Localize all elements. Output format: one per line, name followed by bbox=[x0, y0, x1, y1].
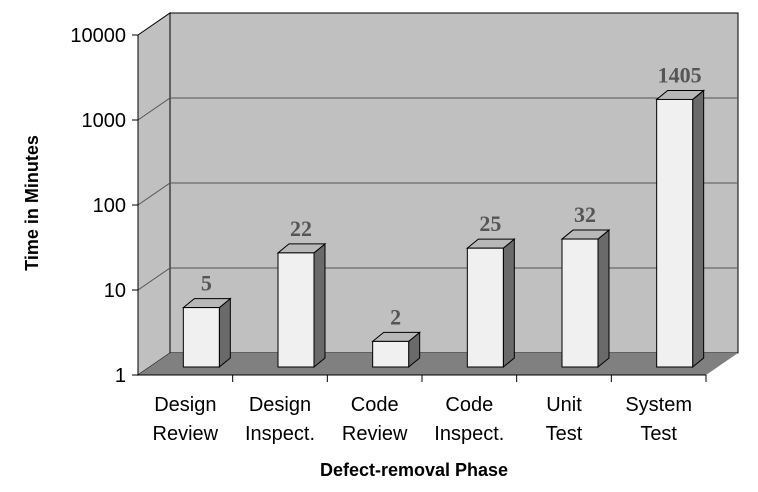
gridline bbox=[137, 267, 738, 291]
bar bbox=[277, 252, 315, 368]
bar-side bbox=[597, 229, 610, 369]
data-label: 1405 bbox=[658, 62, 702, 87]
gridlines bbox=[137, 97, 738, 291]
x-tick-label: Code bbox=[445, 394, 493, 416]
data-label: 25 bbox=[479, 211, 501, 236]
y-axis-title: Time in Minutes bbox=[22, 135, 42, 271]
x-tick-label: Design bbox=[249, 394, 311, 416]
data-label: 22 bbox=[290, 216, 312, 241]
x-tick-label: Code bbox=[351, 394, 399, 416]
y-tick-label: 10000 bbox=[70, 25, 126, 47]
y-tick-label: 100 bbox=[93, 195, 126, 217]
x-axis-title: Defect-removal Phase bbox=[320, 460, 508, 480]
x-tick-label: Design bbox=[154, 394, 216, 416]
x-axis-ticks: Design Review Design Inspect. Code Review Code… bbox=[153, 375, 707, 445]
bar-side bbox=[218, 297, 231, 369]
bar-side bbox=[313, 242, 326, 369]
x-tick-label: Inspect. bbox=[245, 423, 315, 445]
y-tick-label: 1000 bbox=[82, 110, 127, 132]
y-tick-label: 1 bbox=[115, 365, 126, 387]
x-tick-label: Test bbox=[546, 423, 583, 445]
bar bbox=[466, 247, 504, 368]
data-label: 5 bbox=[201, 271, 212, 296]
x-tick-label: System bbox=[625, 394, 692, 416]
gridline bbox=[137, 97, 738, 121]
bar bbox=[182, 307, 220, 368]
data-label: 2 bbox=[390, 304, 401, 329]
data-label: 32 bbox=[574, 202, 596, 227]
x-tick-label: Unit bbox=[546, 394, 582, 416]
bar-side bbox=[692, 89, 705, 369]
x-tick-label: Review bbox=[342, 423, 408, 445]
bar-side bbox=[502, 238, 515, 369]
gridline bbox=[137, 182, 738, 206]
y-tick-label: 10 bbox=[104, 280, 126, 302]
bar bbox=[656, 98, 694, 368]
bar bbox=[561, 238, 599, 368]
x-tick-label: Inspect. bbox=[434, 423, 504, 445]
bar bbox=[372, 340, 410, 368]
x-tick-label: Review bbox=[153, 423, 219, 445]
x-tick-label: Test bbox=[640, 423, 677, 445]
